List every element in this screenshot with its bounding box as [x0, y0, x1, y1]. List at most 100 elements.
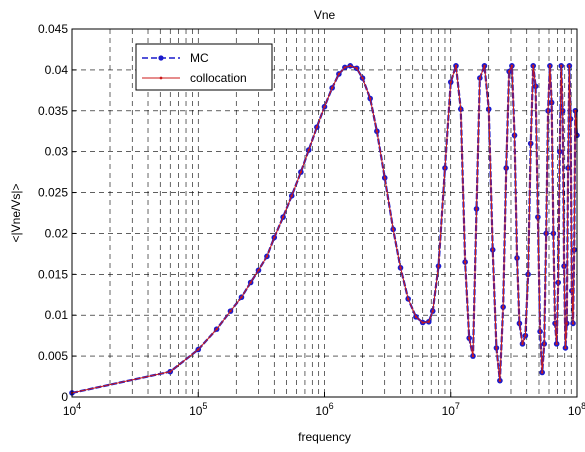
series-collocation-point — [569, 117, 572, 121]
chart-title: Vne — [314, 8, 336, 22]
series-collocation-point — [299, 170, 303, 174]
x-tick-label: 104 — [63, 401, 81, 418]
series-collocation-point — [281, 215, 285, 219]
legend-box — [135, 43, 273, 91]
series-collocation-point — [399, 266, 402, 269]
legend: MC collocation — [135, 43, 273, 91]
series-collocation-point — [526, 273, 530, 276]
series-collocation-point — [571, 322, 575, 325]
legend-mc-marker — [158, 55, 164, 61]
series-collocation-point — [197, 348, 200, 351]
series-collocation-point — [555, 342, 558, 346]
series-collocation-point — [572, 248, 576, 251]
series-collocation-point — [507, 70, 511, 73]
series-collocation-point — [368, 97, 372, 100]
series-collocation-point — [383, 176, 386, 180]
series-collocation-point — [515, 256, 519, 260]
series-collocation-point — [454, 64, 458, 68]
series-collocation-point — [560, 64, 563, 68]
series-collocation-point — [513, 134, 516, 137]
legend-mc-label: MC — [190, 51, 209, 65]
series-collocation-point — [265, 255, 269, 258]
series-collocation-point — [355, 67, 358, 70]
series-collocation-point — [421, 321, 424, 324]
series-collocation-point — [550, 101, 553, 104]
series-collocation-point — [478, 76, 482, 80]
series-collocation-point — [544, 232, 548, 235]
series-collocation-point — [463, 260, 467, 264]
y-tick-label: 0.03 — [45, 145, 69, 159]
series-collocation-point — [529, 142, 532, 145]
series-collocation-point — [570, 289, 574, 292]
series-collocation-point — [540, 371, 544, 374]
series-collocation-point — [414, 315, 418, 319]
series-collocation-point — [406, 297, 410, 301]
series-collocation-point — [501, 305, 505, 309]
series-collocation-point — [229, 309, 232, 313]
series-collocation-point — [427, 320, 430, 323]
series-collocation-point — [290, 194, 293, 198]
series-collocation-point — [431, 309, 434, 313]
y-tick-label: 0.015 — [38, 267, 68, 281]
series-collocation-point — [566, 166, 570, 170]
series-collocation-point — [240, 296, 243, 299]
series-collocation-point — [532, 64, 535, 68]
y-tick-label: 0.01 — [45, 308, 69, 322]
series-collocation-point — [521, 342, 524, 346]
series-collocation-point — [343, 66, 347, 69]
x-tick-label: 108 — [568, 401, 585, 418]
series-collocation-point — [337, 72, 341, 76]
series-collocation-line — [71, 65, 578, 394]
series-collocation-point — [510, 64, 514, 68]
y-tick-label: 0.025 — [38, 186, 68, 200]
y-tick-label: 0.02 — [45, 226, 69, 240]
y-tick-label: 0.005 — [38, 349, 68, 363]
series-collocation-point — [467, 336, 471, 340]
series-collocation-point — [449, 80, 452, 84]
series-collocation-point — [491, 248, 494, 251]
series-collocation-point — [524, 334, 527, 337]
y-tick-label: 0 — [61, 390, 68, 404]
series-collocation-point — [557, 281, 560, 284]
y-axis-label: <|Vne/Vs|> — [9, 184, 23, 243]
series-collocation-point — [562, 264, 566, 268]
series-collocation-point — [315, 125, 319, 129]
series-collocation-point — [553, 322, 557, 325]
series-collocation-point — [487, 107, 490, 111]
series-collocation-point — [471, 354, 475, 358]
series-collocation-point — [505, 166, 508, 170]
series-collocation-point — [307, 148, 310, 152]
series-collocation-point — [495, 346, 498, 350]
axis-ticks: 0 0.005 0.01 0.015 0.02 0.025 0.03 0.035 0.04 0.0… — [38, 22, 585, 418]
series-collocation-point — [543, 342, 546, 346]
series-collocation-point — [249, 281, 252, 284]
x-tick-label: 107 — [442, 401, 460, 418]
series-collocation-point — [257, 269, 260, 272]
series-collocation-point — [323, 105, 326, 108]
series-collocation-point — [443, 166, 447, 170]
legend-collocation-label: collocation — [190, 71, 247, 85]
legend-collocation-marker — [159, 76, 163, 80]
y-tick-label: 0.035 — [38, 104, 68, 118]
series-collocation-point — [215, 327, 218, 331]
series-collocation-point — [273, 236, 276, 239]
x-tick-label: 106 — [315, 401, 333, 418]
series-collocation-point — [330, 86, 334, 90]
series-collocation-point — [361, 76, 364, 80]
series-collocation-point — [558, 150, 561, 153]
series-layer — [69, 63, 580, 396]
series-collocation-point — [552, 232, 555, 235]
series-collocation-point — [475, 207, 478, 211]
x-tick-label: 105 — [189, 401, 207, 418]
series-collocation-point — [375, 130, 379, 133]
series-collocation-point — [565, 322, 568, 325]
series-collocation-point — [498, 379, 502, 382]
series-collocation-point — [518, 322, 521, 325]
series-collocation-point — [391, 228, 395, 231]
series-collocation-point — [538, 330, 542, 333]
series-collocation-point — [561, 109, 564, 112]
series-collocation-point — [574, 109, 577, 112]
series-collocation-point — [564, 346, 567, 350]
